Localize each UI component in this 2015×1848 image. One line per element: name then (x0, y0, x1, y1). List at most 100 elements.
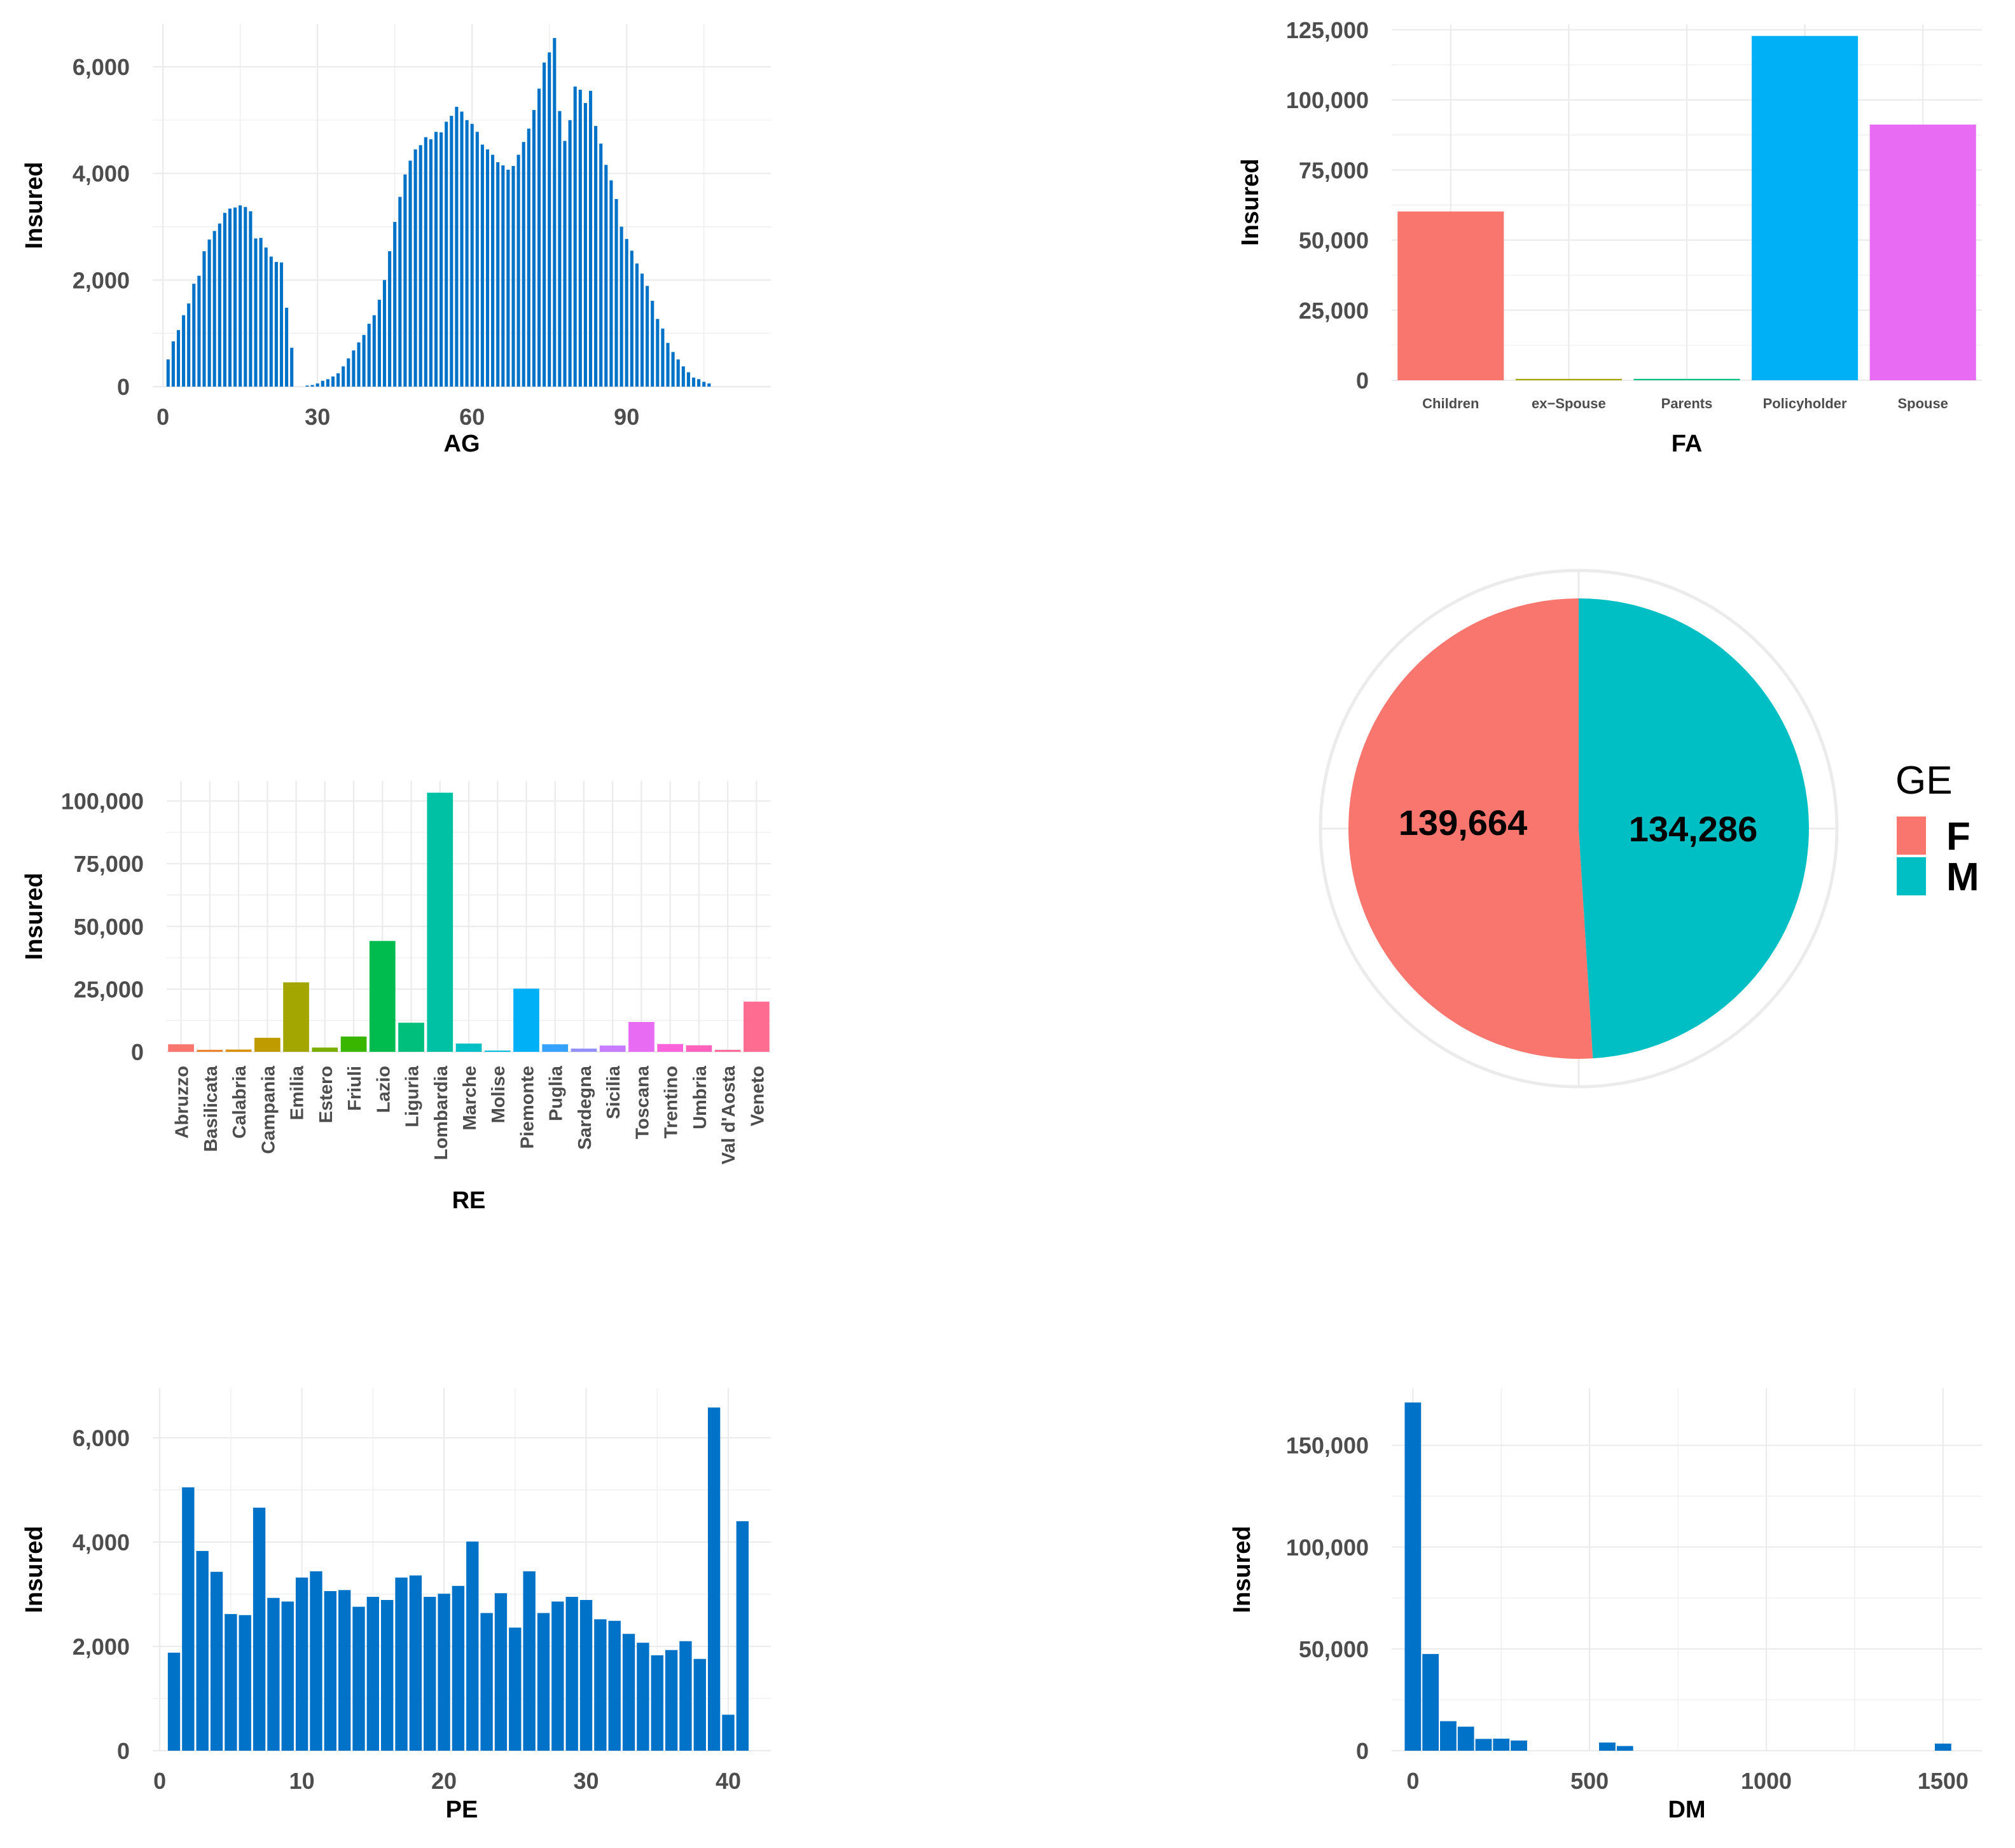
dm-y-tick-label: 0 (1356, 1738, 1369, 1764)
ag-bar (207, 239, 211, 387)
ag-bar (372, 315, 376, 387)
ag-bar (212, 231, 216, 387)
ag-bar (599, 143, 603, 387)
fa-y-tick-label: 75,000 (1299, 157, 1369, 183)
ag-bar (450, 116, 454, 387)
pe-y-tick-label: 2,000 (73, 1634, 130, 1660)
re-category-label: Calabria (230, 1065, 250, 1138)
pe-bar (523, 1571, 536, 1751)
pe-bar (551, 1601, 564, 1751)
pe-bar (736, 1521, 749, 1751)
fa-category-label: ex−Spouse (1532, 396, 1606, 411)
dm-y-tick-label: 100,000 (1286, 1534, 1369, 1561)
ag-bar (274, 261, 278, 387)
pe-bar (693, 1658, 706, 1751)
ag-bar (537, 88, 541, 387)
ge-slice-M (1579, 598, 1810, 1059)
re-bar (686, 1045, 712, 1052)
re-bar (744, 1002, 770, 1052)
ge-legend-title: GE (1895, 759, 1953, 803)
dm-bar (1511, 1740, 1527, 1751)
pe-bar (651, 1655, 663, 1751)
pe-bar (366, 1597, 380, 1751)
re-category-label: Marche (460, 1066, 480, 1131)
ag-bar (445, 121, 448, 387)
ag-bar (347, 358, 350, 387)
ag-bar (604, 165, 608, 387)
pe-bar (324, 1591, 336, 1751)
ag-bar (233, 207, 237, 387)
dm-x-tick-label: 1500 (1918, 1768, 1969, 1794)
re-bar (369, 941, 396, 1052)
ag-x-tick-label: 30 (305, 404, 330, 430)
ge-slice-label-F: 139,664 (1399, 803, 1527, 843)
ag-bar (305, 385, 309, 387)
ag-bar (228, 209, 232, 387)
ag-bar (413, 149, 417, 387)
gender-pie-chart-panel: 139,664 134,286 GE FM (1319, 569, 1979, 1089)
pe-bar (622, 1634, 635, 1751)
ag-bar (707, 383, 711, 387)
ag-x-tick-label: 90 (614, 404, 639, 430)
ge-legend-swatch-F (1897, 817, 1926, 855)
re-category-label: Liguria (403, 1065, 423, 1127)
pe-bar (253, 1507, 266, 1751)
ag-bar (656, 319, 660, 387)
re-bar (513, 988, 539, 1052)
ag-bar (254, 238, 258, 387)
re-category-label: Estero (316, 1066, 336, 1123)
ag-bar (681, 366, 685, 387)
ag-bar (310, 385, 314, 387)
ag-x-axis-title: AG (444, 431, 480, 457)
ag-bar (285, 307, 289, 387)
ag-y-tick-label: 0 (117, 374, 130, 400)
pe-bar (452, 1585, 465, 1751)
ag-bar (315, 383, 319, 387)
ag-bar (218, 223, 221, 387)
ag-bar (491, 155, 495, 387)
pe-bar (579, 1599, 593, 1751)
ag-bar (553, 38, 557, 387)
ag-bar (321, 380, 324, 387)
ag-bar (367, 324, 371, 387)
ag-bar (424, 137, 427, 387)
ag-bar (455, 106, 459, 387)
re-bar (398, 1023, 424, 1052)
ag-bar (342, 366, 345, 387)
ag-bar (646, 286, 649, 387)
ag-bar (686, 372, 690, 387)
dm-x-tick-label: 500 (1570, 1768, 1609, 1794)
re-bar (312, 1047, 338, 1052)
ge-slice-F (1348, 598, 1593, 1059)
ag-bar (290, 347, 294, 387)
ag-bar (249, 211, 253, 387)
ag-bar (475, 132, 479, 387)
re-bar (197, 1049, 223, 1052)
pe-bar (494, 1593, 508, 1751)
ag-bar (440, 132, 443, 387)
ag-bar (377, 300, 381, 387)
ag-bar (187, 303, 191, 387)
re-category-label: Abruzzo (172, 1066, 193, 1138)
pe-bar (281, 1601, 294, 1751)
pe-bar (537, 1613, 550, 1751)
pe-bar (167, 1652, 181, 1751)
ag-bar (352, 350, 356, 387)
pe-bar (182, 1487, 195, 1751)
pe-histogram-panel: 0 2,000 4,000 6,000 0 10 20 30 40 PE Insured (21, 1388, 771, 1823)
pe-y-tick-label: 4,000 (73, 1529, 130, 1555)
pe-bar (480, 1613, 493, 1751)
dm-bar (1404, 1402, 1422, 1751)
dm-x-tick-label: 0 (1406, 1768, 1419, 1794)
dm-x-axis-title: DM (1668, 1796, 1705, 1823)
ag-bar (434, 132, 438, 387)
re-y-tick-label: 75,000 (74, 851, 144, 877)
dm-bar (1475, 1739, 1492, 1751)
ag-bar (651, 301, 654, 387)
pe-bar (608, 1620, 621, 1751)
ag-bar (398, 197, 402, 387)
ag-x-tick-label: 60 (459, 404, 485, 430)
re-bar (714, 1049, 741, 1052)
fa-y-tick-label: 25,000 (1299, 298, 1369, 324)
